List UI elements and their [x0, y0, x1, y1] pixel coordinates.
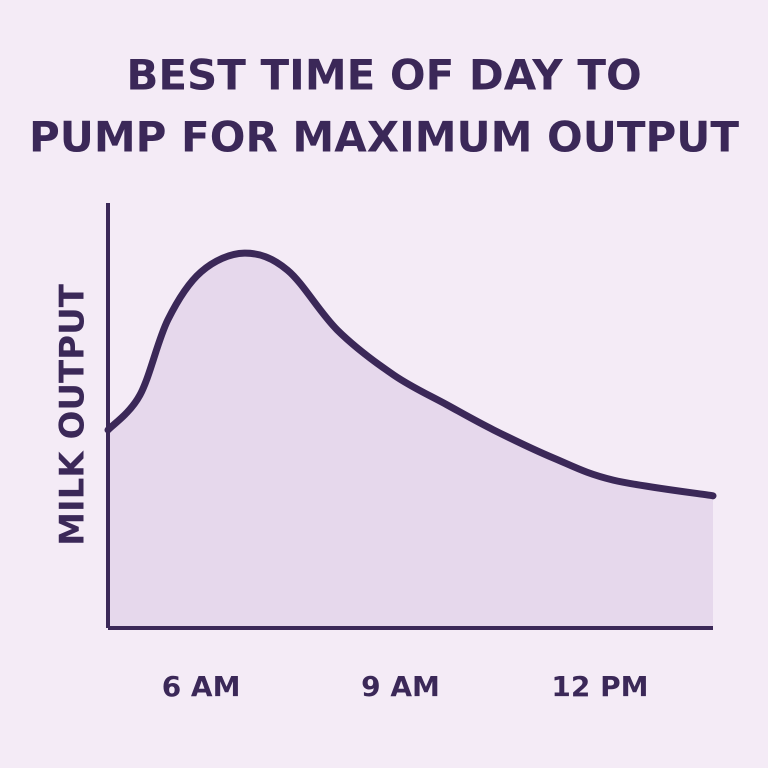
- x-tick-label: 9 AM: [361, 670, 440, 703]
- x-tick-label: 12 PM: [551, 670, 648, 703]
- chart-title: PUMP FOR MAXIMUM OUTPUT: [29, 113, 739, 162]
- y-axis-label: MILK OUTPUT: [53, 283, 93, 546]
- x-tick-label: 6 AM: [162, 670, 241, 703]
- area-fill: [108, 253, 713, 629]
- area-line: [104, 249, 717, 500]
- chart-title: BEST TIME OF DAY TO: [126, 51, 641, 100]
